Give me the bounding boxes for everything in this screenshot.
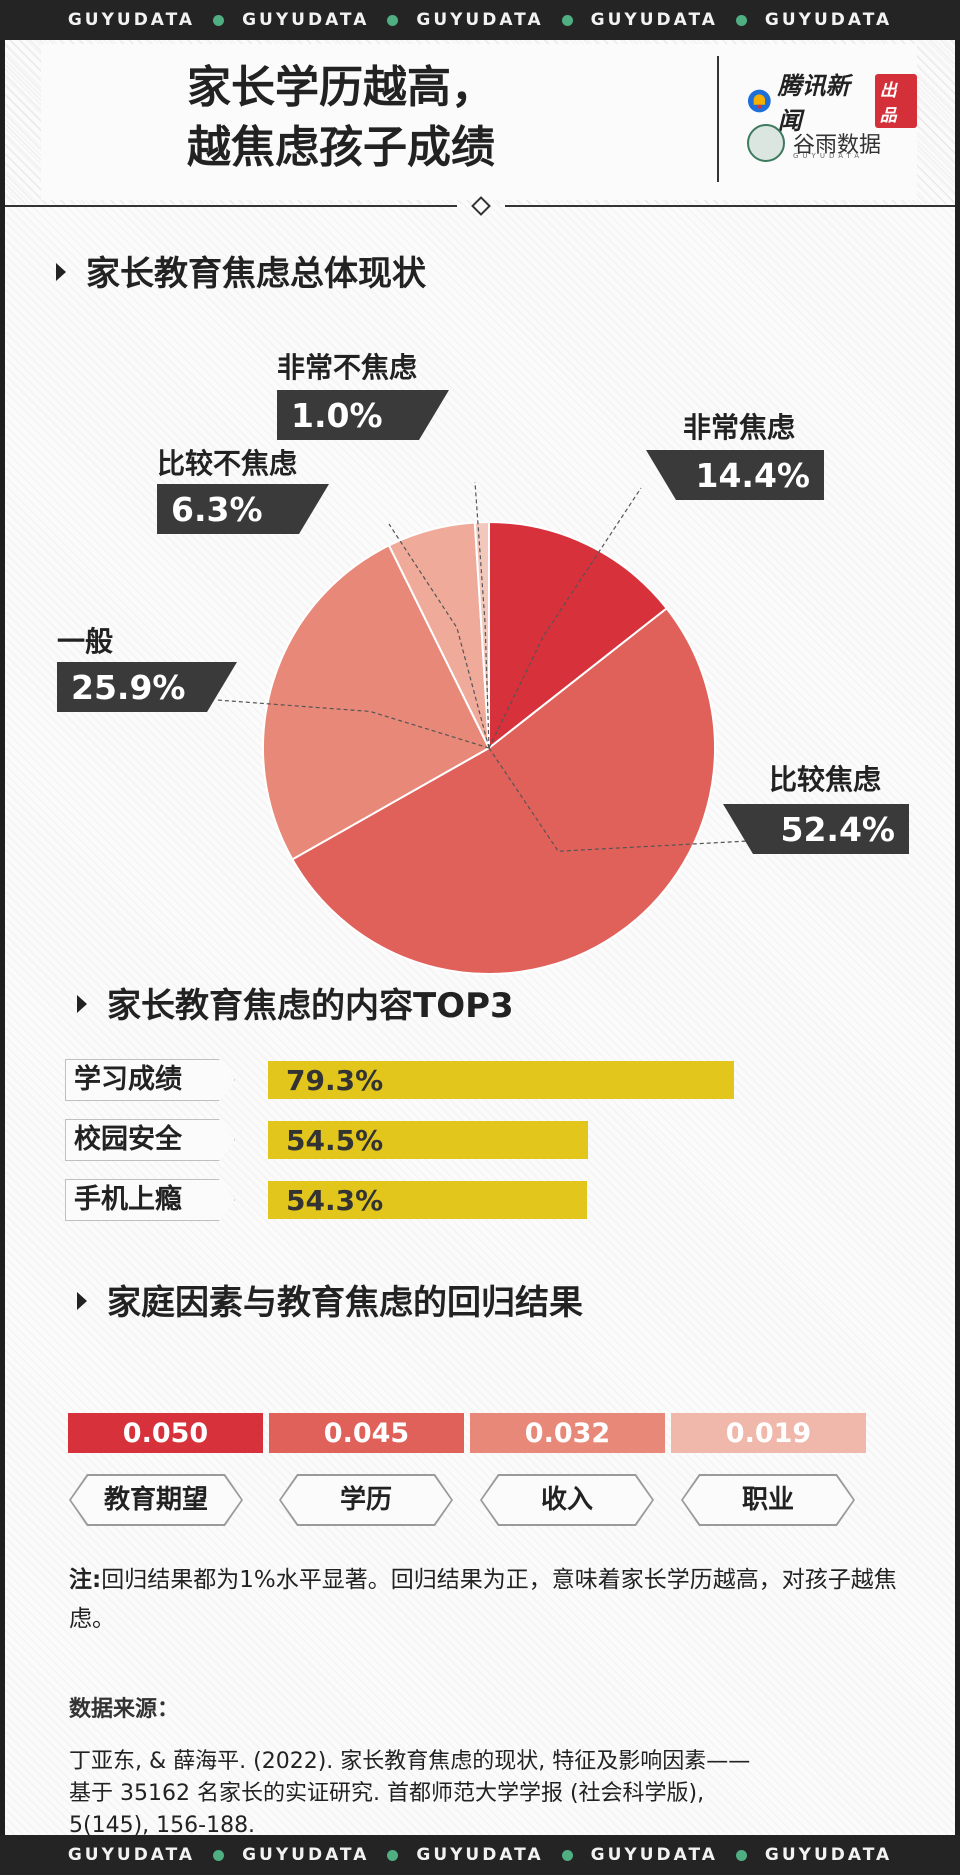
note: 注:回归结果都为1%水平显著。回归结果为正，意味着家长学历越高，对孩子越焦虑。 xyxy=(69,1561,899,1639)
bottom-banner: GUYUDATA GUYUDATA GUYUDATA GUYUDATA GUYU… xyxy=(0,1835,960,1875)
pie-label: 非常不焦虑 xyxy=(277,351,418,384)
note-text: 回归结果都为1%水平显著。回归结果为正，意味着家长学历越高，对孩子越焦虑。 xyxy=(69,1567,897,1632)
pie-slice xyxy=(262,544,491,861)
source-citation: 丁亚东, & 薛海平. (2022). 家长教育焦虑的现状, 特征及影响因素——… xyxy=(69,1746,869,1842)
bar-category-label: 校园安全 xyxy=(65,1119,235,1161)
regression-factor-label: 收入 xyxy=(482,1476,652,1524)
regression-factor-tag: 职业 xyxy=(681,1474,855,1526)
title-line-1: 家长学历越高， xyxy=(187,62,495,113)
pie-leader-line xyxy=(216,699,490,749)
logo2-sub: GUYUDATA xyxy=(793,152,863,160)
logo1-text: 腾讯新闻 xyxy=(777,72,850,135)
header-frame: 家长学历越高， 越焦虑孩子成绩 腾讯新闻 出品 谷雨数据 GUYUDATA xyxy=(5,40,955,204)
bar-row: 学习成绩 79.3% xyxy=(65,1059,765,1101)
banner-text: GUYUDATA xyxy=(590,10,718,30)
dot-icon xyxy=(561,14,573,26)
pie-label: 一般 xyxy=(57,625,114,658)
divider-left xyxy=(5,205,457,207)
dot-icon xyxy=(561,1849,573,1861)
dot-icon xyxy=(213,14,225,26)
pie-label: 比较不焦虑 xyxy=(157,447,298,480)
regression-factor-tag: 收入 xyxy=(480,1474,654,1526)
bar-row: 校园安全 54.5% xyxy=(65,1119,765,1161)
banner-text: GUYUDATA xyxy=(67,1845,196,1865)
source-line: 基于 35162 名家长的实证研究. 首都师范大学学报 (社会科学版), xyxy=(69,1781,705,1806)
source-line: 丁亚东, & 薛海平. (2022). 家长教育焦虑的现状, 特征及影响因素—— xyxy=(69,1749,751,1774)
regression-factor-label: 教育期望 xyxy=(71,1476,241,1524)
bar: 54.3% xyxy=(268,1181,587,1219)
pie-slice xyxy=(290,606,716,975)
page-title: 家长学历越高， 越焦虑孩子成绩 xyxy=(41,58,641,178)
title-line-2: 越焦虑孩子成绩 xyxy=(187,122,495,173)
pie-value-label: 1.0% xyxy=(277,390,449,440)
section-title-top3: 家长教育焦虑的内容TOP3 xyxy=(77,978,514,1027)
banner-text: GUYUDATA xyxy=(242,1845,370,1865)
pie-leader-line xyxy=(474,481,490,749)
top-banner: GUYUDATA GUYUDATA GUYUDATA GUYUDATA GUYU… xyxy=(0,0,960,40)
pie-label: 非常焦虑 xyxy=(683,411,796,444)
dot-icon xyxy=(387,1849,399,1861)
header: 家长学历越高， 越焦虑孩子成绩 腾讯新闻 出品 谷雨数据 GUYUDATA xyxy=(41,44,917,200)
regression-value: 0.045 xyxy=(269,1413,464,1453)
pie-slice xyxy=(473,520,490,749)
banner-text: GUYUDATA xyxy=(416,1845,544,1865)
bar: 54.5% xyxy=(268,1121,589,1159)
banner-text: GUYUDATA xyxy=(67,10,196,30)
dot-icon xyxy=(735,1849,747,1861)
note-prefix: 注: xyxy=(69,1567,102,1593)
pie-value-label: 52.4% xyxy=(723,804,909,854)
bell-icon xyxy=(747,89,771,113)
header-divider xyxy=(717,56,719,182)
section-title-text: 家长教育焦虑总体现状 xyxy=(86,254,426,294)
play-arrow-icon xyxy=(56,263,66,281)
banner-text: GUYUDATA xyxy=(590,1845,718,1865)
banner-text: GUYUDATA xyxy=(764,10,893,30)
pie-slice xyxy=(488,520,669,751)
regression-value: 0.019 xyxy=(671,1413,866,1453)
bar-row: 手机上瘾 54.3% xyxy=(65,1179,765,1221)
divider-right xyxy=(505,205,955,207)
regression-value: 0.032 xyxy=(470,1413,665,1453)
section-title-regression: 家庭因素与教育焦虑的回归结果 xyxy=(77,1275,583,1324)
guyu-data-logo: 谷雨数据 GUYUDATA xyxy=(747,124,881,162)
banner-text: GUYUDATA xyxy=(416,10,544,30)
regression-factor-tag: 学历 xyxy=(279,1474,453,1526)
dot-icon xyxy=(735,14,747,26)
section-title-text: 家庭因素与教育焦虑的回归结果 xyxy=(107,1283,583,1323)
pie-label: 比较焦虑 xyxy=(769,763,882,796)
regression-factor-label: 职业 xyxy=(683,1476,853,1524)
dot-icon xyxy=(387,14,399,26)
pie-value-label: 14.4% xyxy=(646,450,824,500)
play-arrow-icon xyxy=(77,1292,87,1310)
logo2-text: 谷雨数据 xyxy=(793,133,882,158)
bar-category-label: 学习成绩 xyxy=(65,1059,235,1101)
pie-chart xyxy=(216,481,768,975)
tencent-news-logo: 腾讯新闻 出品 xyxy=(747,66,917,136)
banner-text: GUYUDATA xyxy=(242,10,370,30)
poster-body: 家长学历越高， 越焦虑孩子成绩 腾讯新闻 出品 谷雨数据 GUYUDATA xyxy=(5,40,955,1838)
bar: 79.3% xyxy=(268,1061,734,1099)
logo1-badge: 出品 xyxy=(874,74,917,128)
section-title-overall: 家长教育焦虑总体现状 xyxy=(56,246,426,295)
play-arrow-icon xyxy=(77,995,87,1013)
bar-category-label: 手机上瘾 xyxy=(65,1179,235,1221)
pie-value-label: 25.9% xyxy=(57,662,237,712)
bird-icon xyxy=(747,124,785,162)
banner-text: GUYUDATA xyxy=(764,1845,893,1865)
source-title: 数据来源： xyxy=(69,1697,180,1722)
regression-factor-label: 学历 xyxy=(281,1476,451,1524)
source-line: 5(145), 156-188. xyxy=(69,1813,256,1838)
regression-value: 0.050 xyxy=(68,1413,263,1453)
regression-factor-tag: 教育期望 xyxy=(69,1474,243,1526)
dot-icon xyxy=(213,1849,225,1861)
section-title-text: 家长教育焦虑的内容TOP3 xyxy=(107,986,514,1026)
pie-value-label: 6.3% xyxy=(157,484,329,534)
